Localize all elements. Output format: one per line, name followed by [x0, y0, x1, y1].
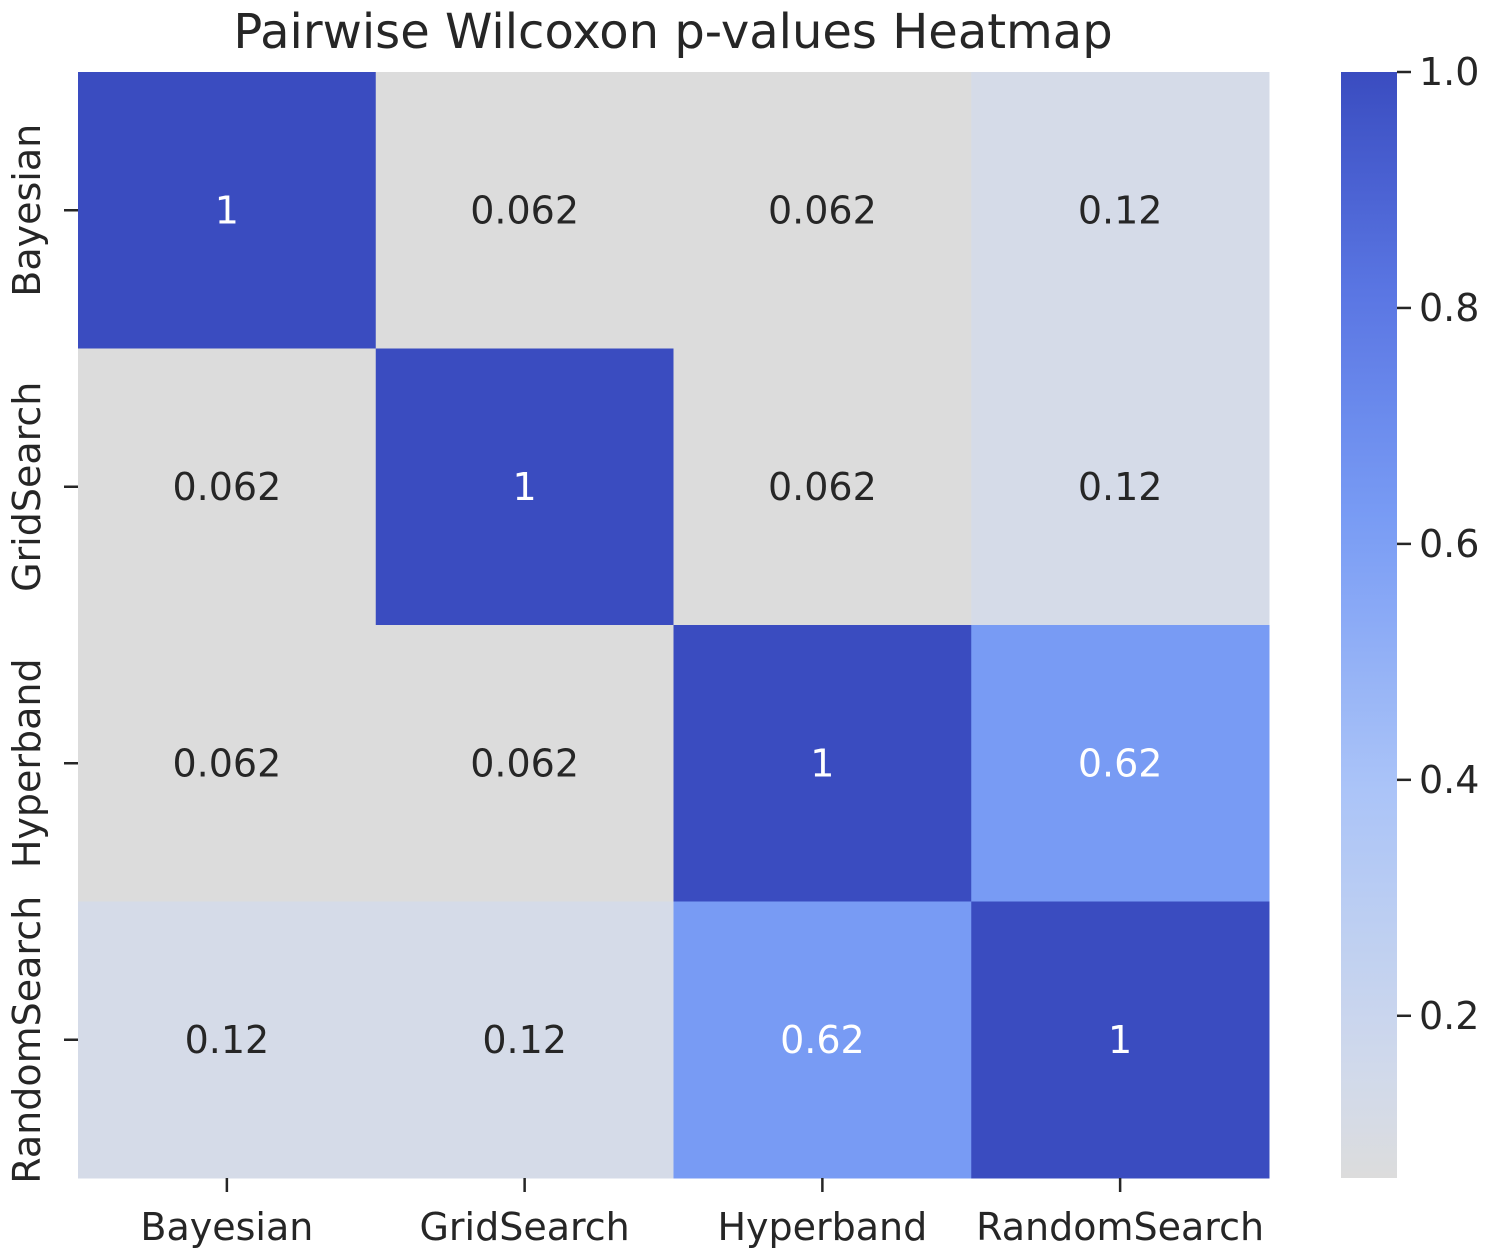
cell-label-0-2: 0.062 [768, 188, 877, 232]
heatmap-cell-1-1 [375, 348, 674, 626]
colorbar-tick-label: 0.8 [1419, 286, 1479, 330]
y-tick-label: Hyperband [5, 658, 49, 868]
heatmap-cells: 1 0.062 0.062 0.12 0.062 1 0.062 0.12 0.062 0.062… [78, 72, 1270, 1179]
heatmap-cell-0-3 [971, 72, 1270, 349]
cell-label-2-2: 1 [810, 741, 834, 785]
heatmap-cell-3-1 [375, 901, 674, 1179]
heatmap-cell-3-2 [673, 901, 972, 1179]
heatmap-cell-3-3 [971, 901, 1270, 1179]
cell-label-3-2: 0.62 [780, 1018, 865, 1062]
heatmap-cell-2-0 [78, 625, 377, 902]
heatmap-cell-2-2 [673, 625, 972, 902]
x-tick-label: RandomSearch [976, 1205, 1264, 1249]
colorbar-tick-label: 1.0 [1419, 50, 1479, 94]
heatmap-cell-2-3 [971, 625, 1270, 902]
colorbar-ticks: 0.2 0.4 0.6 0.8 1.0 [1397, 50, 1479, 1038]
cell-label-0-3: 0.12 [1078, 188, 1163, 232]
heatmap-cell-2-1 [375, 625, 674, 902]
cell-label-3-1: 0.12 [482, 1018, 567, 1062]
x-tick-label: GridSearch [419, 1205, 629, 1249]
colorbar-tick-label: 0.2 [1419, 994, 1479, 1038]
colorbar-tick-label: 0.6 [1419, 522, 1479, 566]
cell-label-3-0: 0.12 [185, 1018, 270, 1062]
heatmap-cell-1-2 [673, 348, 972, 626]
colorbar [1341, 72, 1397, 1178]
heatmap-cell-0-0 [78, 72, 377, 349]
x-tick-label: Bayesian [140, 1205, 313, 1249]
cell-label-2-0: 0.062 [172, 741, 281, 785]
heatmap-cell-0-1 [375, 72, 674, 349]
y-tick-label: RandomSearch [5, 896, 49, 1184]
chart-title: Pairwise Wilcoxon p-values Heatmap [233, 4, 1112, 60]
cell-label-3-3: 1 [1108, 1018, 1132, 1062]
heatmap-cell-0-2 [673, 72, 972, 349]
colorbar-tick-label: 0.4 [1419, 758, 1479, 802]
heatmap-cell-3-0 [78, 901, 377, 1179]
x-axis: Bayesian GridSearch Hyperband RandomSearch [140, 1178, 1264, 1249]
cell-label-1-2: 0.062 [768, 465, 877, 509]
cell-label-1-0: 0.062 [172, 465, 281, 509]
cell-label-0-1: 0.062 [470, 188, 579, 232]
cell-label-1-3: 0.12 [1078, 465, 1163, 509]
cell-label-1-1: 1 [513, 465, 537, 509]
cell-label-0-0: 1 [215, 188, 239, 232]
x-tick-label: Hyperband [717, 1205, 927, 1249]
y-tick-label: GridSearch [5, 382, 49, 592]
cell-label-2-3: 0.62 [1078, 741, 1163, 785]
y-axis: Bayesian GridSearch Hyperband RandomSearch [5, 124, 78, 1184]
heatmap-cell-1-0 [78, 348, 377, 626]
cell-label-2-1: 0.062 [470, 741, 579, 785]
heatmap-cell-1-3 [971, 348, 1270, 626]
y-tick-label: Bayesian [5, 124, 49, 297]
